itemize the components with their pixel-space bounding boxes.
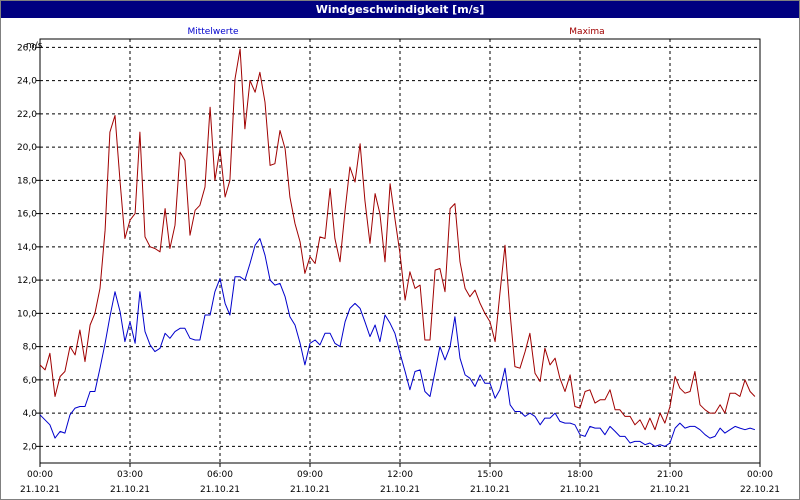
x-tick-time: 00:00	[27, 470, 53, 480]
x-tick-date: 21.10.21	[290, 485, 330, 495]
y-tick-label: 16,0	[17, 210, 37, 220]
x-tick-time: 09:00	[297, 470, 323, 480]
chart-title: Windgeschwindigkeit [m/s]	[1, 1, 799, 18]
y-tick-label: 8,0	[23, 343, 38, 353]
x-tick-time: 12:00	[387, 470, 413, 480]
x-tick-date: 22.10.21	[740, 485, 780, 495]
x-tick-labels: 00:00 21.10.21 03:00 21.10.21 06:00 21.10.21 0…	[20, 470, 780, 495]
y-tick-label: 26,0	[17, 43, 37, 53]
x-tick-time: 15:00	[477, 470, 503, 480]
plot-area-border	[39, 38, 761, 464]
x-tick-time: 21:00	[657, 470, 683, 480]
y-tick-label: 14,0	[17, 243, 37, 253]
x-tick-date: 21.10.21	[650, 485, 690, 495]
x-tick-date: 21.10.21	[380, 485, 420, 495]
y-tick-label: 20,0	[17, 143, 37, 153]
y-tick-label: 2,0	[23, 442, 38, 452]
y-tick-label: 4,0	[23, 409, 38, 419]
y-tick-label: 10,0	[17, 309, 37, 319]
x-tick-time: 06:00	[207, 470, 233, 480]
x-tick-time: 18:00	[567, 470, 593, 480]
legend-maxima: Maxima	[569, 27, 604, 37]
x-tick-time: 03:00	[117, 470, 143, 480]
y-axis-unit: m/s	[26, 41, 43, 51]
series-line-mittelwerte	[39, 238, 756, 447]
y-tick-label: 18,0	[17, 176, 37, 186]
x-tick-date: 21.10.21	[560, 485, 600, 495]
y-tick-label: 12,0	[17, 276, 37, 286]
series-lines	[39, 48, 756, 447]
axes	[36, 38, 761, 467]
series-line-maxima	[39, 48, 756, 431]
y-tick-labels: 2,0 4,0 6,0 8,0 10,0 12,0 14,0 16,0 18,0 20,0 22,0…	[17, 43, 37, 452]
x-tick-date: 21.10.21	[200, 485, 240, 495]
y-tick-label: 6,0	[23, 376, 38, 386]
x-tick-time: 00:00	[747, 470, 773, 480]
legend-mittelwerte: Mittelwerte	[187, 27, 238, 37]
x-tick-date: 21.10.21	[470, 485, 510, 495]
x-tick-date: 21.10.21	[110, 485, 150, 495]
y-tick-label: 24,0	[17, 77, 37, 87]
x-tick-date: 21.10.21	[20, 485, 60, 495]
y-tick-label: 22,0	[17, 110, 37, 120]
